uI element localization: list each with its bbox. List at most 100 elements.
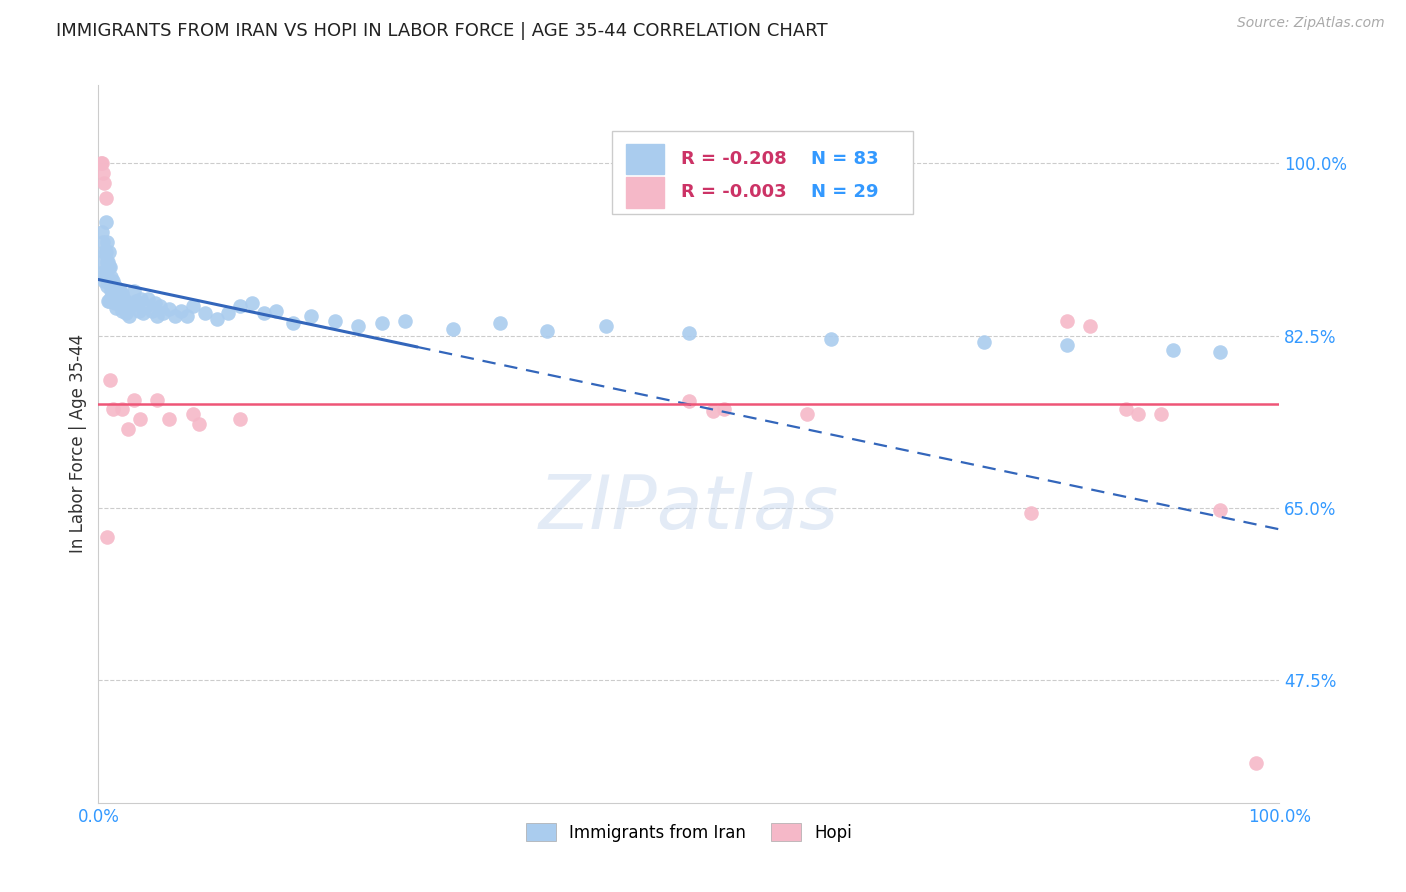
Point: [98, 294, 121, 309]
Point: [94, 215, 117, 229]
Point: [135, 299, 157, 313]
Point: [98, 373, 121, 387]
Point: [1150, 407, 1173, 421]
Point: [678, 394, 700, 409]
Point: [104, 296, 127, 310]
Point: [105, 285, 128, 299]
Point: [94, 244, 117, 259]
Point: [125, 294, 148, 309]
Point: [217, 306, 239, 320]
Point: [157, 412, 180, 426]
Point: [114, 306, 136, 320]
Point: [103, 278, 125, 293]
Point: [489, 316, 512, 330]
Point: [117, 296, 139, 310]
Point: [94, 191, 117, 205]
Point: [122, 285, 145, 299]
Point: [90, 254, 112, 268]
Point: [194, 306, 217, 320]
Point: [394, 314, 416, 328]
Point: [170, 304, 193, 318]
Y-axis label: In Labor Force | Age 35-44: In Labor Force | Age 35-44: [69, 334, 87, 553]
Point: [820, 332, 842, 346]
Point: [104, 279, 127, 293]
Point: [157, 301, 180, 316]
Point: [264, 304, 287, 318]
Point: [103, 294, 125, 309]
Point: [91, 265, 114, 279]
Point: [1115, 402, 1137, 417]
Point: [299, 309, 322, 323]
Point: [229, 299, 252, 313]
Point: [111, 402, 134, 417]
Point: [205, 311, 228, 326]
Point: [118, 309, 141, 323]
Point: [128, 412, 150, 426]
Point: [132, 306, 155, 320]
Text: R = -0.208: R = -0.208: [681, 150, 786, 168]
Point: [112, 292, 135, 306]
Point: [110, 299, 132, 313]
Point: [93, 244, 115, 259]
Point: [96, 235, 118, 249]
Point: [111, 286, 134, 301]
Point: [91, 156, 114, 170]
Point: [1244, 756, 1267, 771]
Point: [229, 412, 252, 426]
Point: [100, 269, 122, 284]
Point: [97, 254, 120, 268]
Point: [253, 306, 276, 320]
Point: [796, 407, 818, 421]
Point: [181, 299, 204, 313]
Point: [371, 316, 394, 330]
Text: R = -0.003: R = -0.003: [681, 184, 786, 202]
Point: [165, 309, 187, 323]
Point: [96, 279, 118, 293]
Point: [1056, 314, 1078, 328]
Point: [1021, 506, 1043, 520]
Point: [101, 402, 124, 417]
Point: [1126, 407, 1149, 421]
Point: [93, 275, 115, 289]
Text: N = 83: N = 83: [811, 150, 879, 168]
Point: [595, 318, 617, 333]
Point: [1161, 343, 1184, 358]
Point: [101, 275, 124, 289]
Point: [105, 289, 128, 303]
Point: [283, 316, 305, 330]
Point: [96, 254, 118, 268]
Point: [141, 304, 163, 318]
Point: [122, 392, 145, 407]
Point: [240, 296, 263, 310]
FancyBboxPatch shape: [626, 144, 664, 174]
Text: N = 29: N = 29: [811, 184, 879, 202]
Point: [176, 309, 198, 323]
Point: [91, 166, 114, 180]
Point: [152, 306, 174, 320]
Point: [128, 304, 150, 318]
Point: [136, 292, 159, 306]
Point: [347, 318, 370, 333]
Point: [91, 235, 114, 249]
Point: [96, 530, 118, 544]
Text: Source: ZipAtlas.com: Source: ZipAtlas.com: [1237, 16, 1385, 30]
Point: [129, 292, 152, 306]
Text: IMMIGRANTS FROM IRAN VS HOPI IN LABOR FORCE | AGE 35-44 CORRELATION CHART: IMMIGRANTS FROM IRAN VS HOPI IN LABOR FO…: [56, 22, 828, 40]
Legend: Immigrants from Iran, Hopi: Immigrants from Iran, Hopi: [519, 816, 859, 848]
Point: [107, 294, 129, 309]
FancyBboxPatch shape: [626, 178, 664, 208]
Point: [100, 285, 122, 299]
Point: [1209, 502, 1232, 516]
Point: [111, 304, 134, 318]
Point: [105, 301, 128, 315]
Point: [98, 244, 121, 259]
Point: [91, 225, 114, 239]
Text: ZIPatlas: ZIPatlas: [538, 473, 839, 544]
Point: [97, 275, 120, 289]
Point: [97, 294, 120, 309]
Point: [117, 422, 139, 436]
Point: [441, 321, 464, 335]
Point: [181, 407, 204, 421]
Point: [108, 285, 131, 299]
Point: [143, 296, 166, 310]
